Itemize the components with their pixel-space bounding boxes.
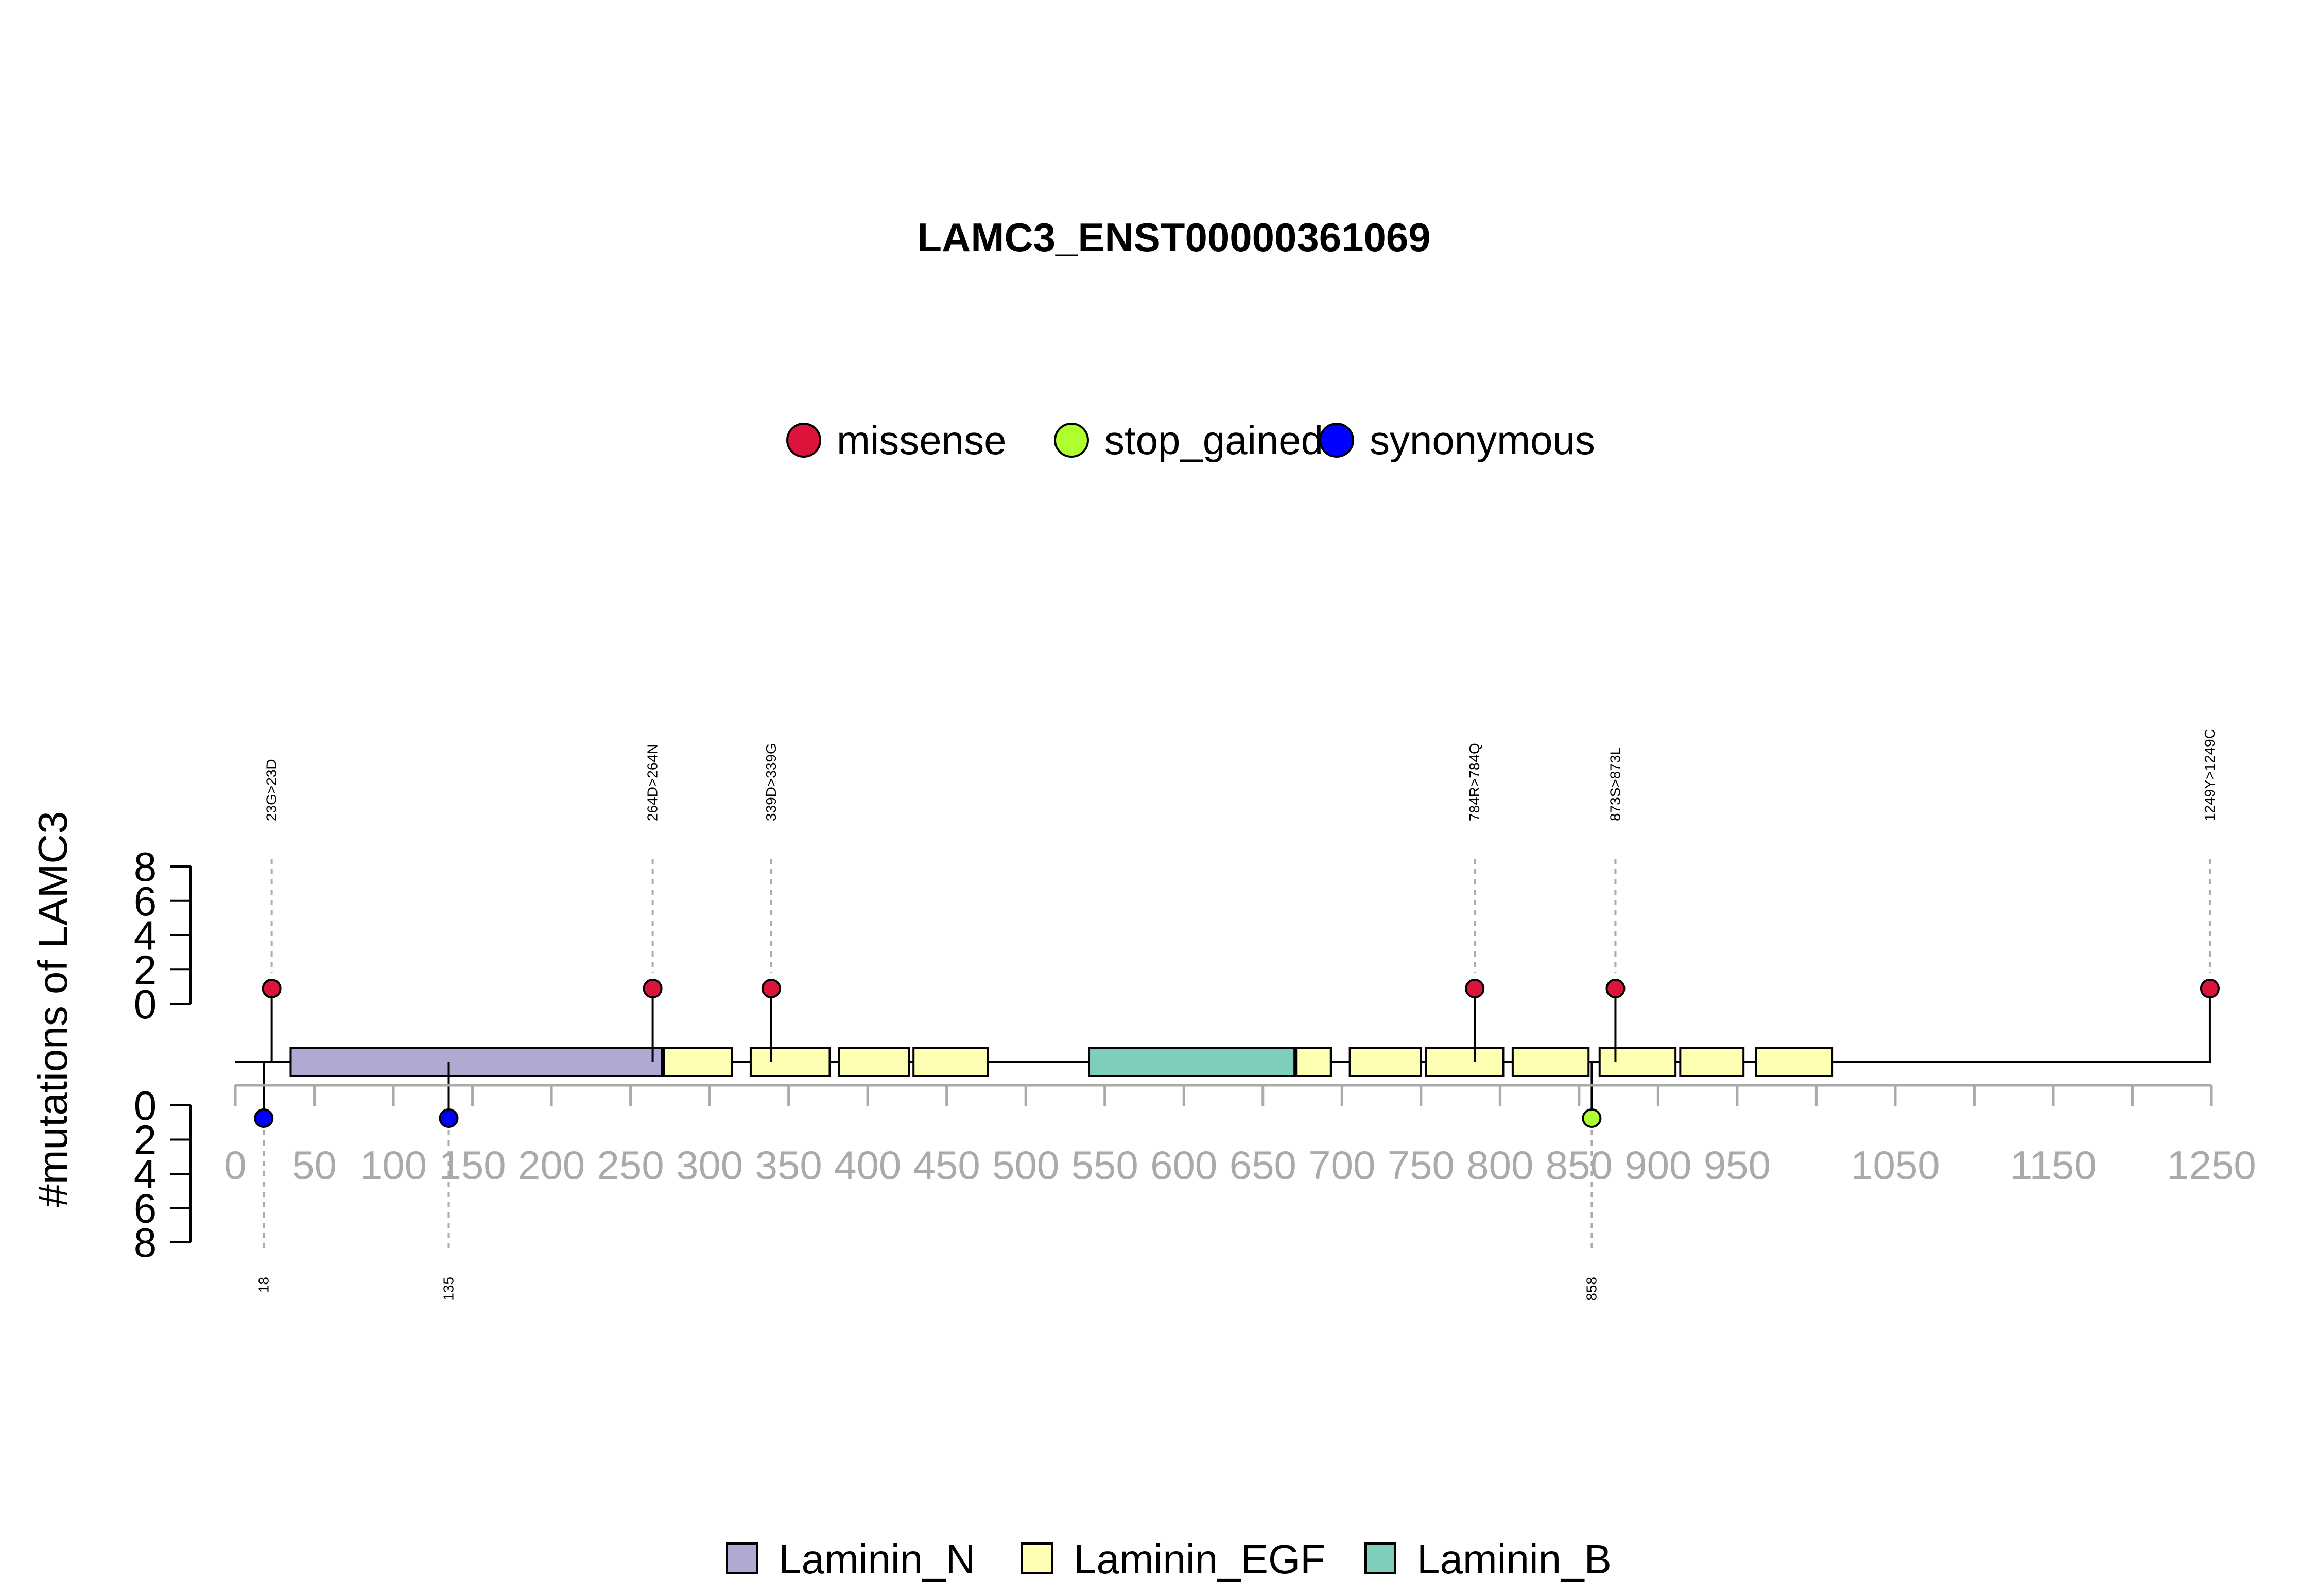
x-tick-label: 950 <box>1704 1142 1771 1188</box>
x-tick-label: 700 <box>1308 1142 1375 1188</box>
mutation-label: 264D>264N <box>645 744 661 821</box>
y-tick-label: 8 <box>134 1220 157 1265</box>
x-tick-label: 300 <box>676 1142 743 1188</box>
legend-label-synonymous: synonymous <box>1370 418 1595 463</box>
y-tick-label: 0 <box>134 1083 157 1129</box>
mutation-point-missense <box>643 979 663 998</box>
mutation-label: 18 <box>255 1277 271 1293</box>
mutation-label: 858 <box>1583 1277 1599 1301</box>
legend-swatch-Laminin_EGF <box>1021 1542 1053 1574</box>
mutation-point-stop_gained <box>1582 1108 1602 1128</box>
legend-label-Laminin_B: Laminin_B <box>1417 1536 1612 1582</box>
x-axis: 0 50 100 150 200 250 300 350 400 450 500 550 600 650 7… <box>224 1084 2256 1188</box>
legend-marker-synonymous <box>1319 423 1354 458</box>
legend-swatch-Laminin_N <box>726 1542 758 1574</box>
mutation-label: 873S>873L <box>1607 747 1623 821</box>
x-tick-label: 1050 <box>1851 1142 1940 1188</box>
mutation-point-missense <box>1605 979 1626 998</box>
domain-boxes <box>289 1047 1834 1077</box>
y-tick-label: 2 <box>134 947 157 993</box>
x-tick-label: 250 <box>597 1142 664 1188</box>
mutation-point-missense <box>761 979 781 998</box>
y-axis-label: #mutations of LAMC3 <box>30 811 76 1207</box>
x-tick-label: 450 <box>913 1142 980 1188</box>
x-tick-label: 650 <box>1230 1142 1296 1188</box>
domain-box-Laminin_EGF <box>838 1047 910 1077</box>
domain-box-Laminin_EGF <box>1348 1047 1422 1077</box>
mutation-point-missense <box>2200 979 2220 998</box>
domain-box-Laminin_N <box>289 1047 664 1077</box>
y-tick-label: 8 <box>134 844 157 890</box>
domain-box-Laminin_EGF <box>663 1047 733 1077</box>
mutation-label: 1249Y>1249C <box>2202 728 2218 821</box>
x-tick-label: 900 <box>1624 1142 1691 1188</box>
domain-box-Laminin_EGF <box>1755 1047 1834 1077</box>
legend-swatch-Laminin_B <box>1364 1542 1396 1574</box>
x-tick-label: 800 <box>1466 1142 1533 1188</box>
mutation-label: 339D>339G <box>763 743 779 821</box>
legend-label-Laminin_N: Laminin_N <box>779 1536 975 1582</box>
x-tick-label: 150 <box>439 1142 506 1188</box>
domain-box-Laminin_EGF <box>1511 1047 1590 1077</box>
domain-box-Laminin_EGF <box>1295 1047 1332 1077</box>
x-tick-label: 50 <box>292 1142 337 1188</box>
legend-label-missense: missense <box>837 418 1006 463</box>
y-tick-label: 6 <box>134 878 157 924</box>
x-tick-label: 750 <box>1388 1142 1455 1188</box>
label-guides <box>263 859 2211 1251</box>
domain-legend: Laminin_N Laminin_EGF Laminin_B <box>726 1536 1612 1582</box>
mutation-point-missense <box>1465 979 1485 998</box>
y-tick-label: 2 <box>134 1117 157 1163</box>
mutation-point-synonymous <box>439 1108 459 1128</box>
mutation-label: 784R>784Q <box>1466 743 1482 821</box>
legend-label-stop_gained: stop_gained <box>1104 418 1323 463</box>
mutation-point-synonymous <box>254 1108 274 1128</box>
mutation-points <box>254 979 2220 1128</box>
mutation-legend: missense stop_gained synonymous <box>786 418 1595 463</box>
x-tick-label: 100 <box>360 1142 427 1188</box>
domain-box-Laminin_EGF <box>1679 1047 1745 1077</box>
x-tick-label: 1150 <box>2010 1142 2097 1188</box>
x-tick-label: 0 <box>224 1142 246 1188</box>
y-tick-label: 0 <box>134 981 157 1027</box>
x-tick-label: 350 <box>755 1142 822 1188</box>
x-tick-label: 200 <box>518 1142 585 1188</box>
y-tick-label: 6 <box>134 1186 157 1231</box>
legend-marker-missense <box>786 423 821 458</box>
x-tick-label: 500 <box>992 1142 1059 1188</box>
y-tick-label: 4 <box>134 913 157 959</box>
domain-box-Laminin_EGF <box>912 1047 989 1077</box>
mutation-stems <box>263 988 2211 1118</box>
x-tick-label: 850 <box>1546 1142 1613 1188</box>
domain-box-Laminin_EGF <box>1425 1047 1505 1077</box>
mutation-labels: 23G>23D 264D>264N 339D>339G 784R>784Q 873S>8… <box>255 728 2218 1301</box>
chart-title: LAMC3_ENST00000361069 <box>917 215 1430 260</box>
domain-box-Laminin_B <box>1088 1047 1296 1077</box>
mutation-label: 135 <box>441 1277 457 1301</box>
domain-box-Laminin_EGF <box>749 1047 831 1077</box>
x-tick-label: 550 <box>1071 1142 1138 1188</box>
x-tick-label: 400 <box>834 1142 901 1188</box>
legend-marker-stop_gained <box>1054 423 1089 458</box>
x-tick-label: 1250 <box>2167 1142 2256 1188</box>
mutation-label: 23G>23D <box>264 759 280 821</box>
y-tick-label: 4 <box>134 1151 157 1197</box>
legend-label-Laminin_EGF: Laminin_EGF <box>1074 1536 1325 1582</box>
domain-box-Laminin_EGF <box>1598 1047 1677 1077</box>
x-tick-label: 600 <box>1150 1142 1217 1188</box>
mutation-point-missense <box>262 979 282 998</box>
